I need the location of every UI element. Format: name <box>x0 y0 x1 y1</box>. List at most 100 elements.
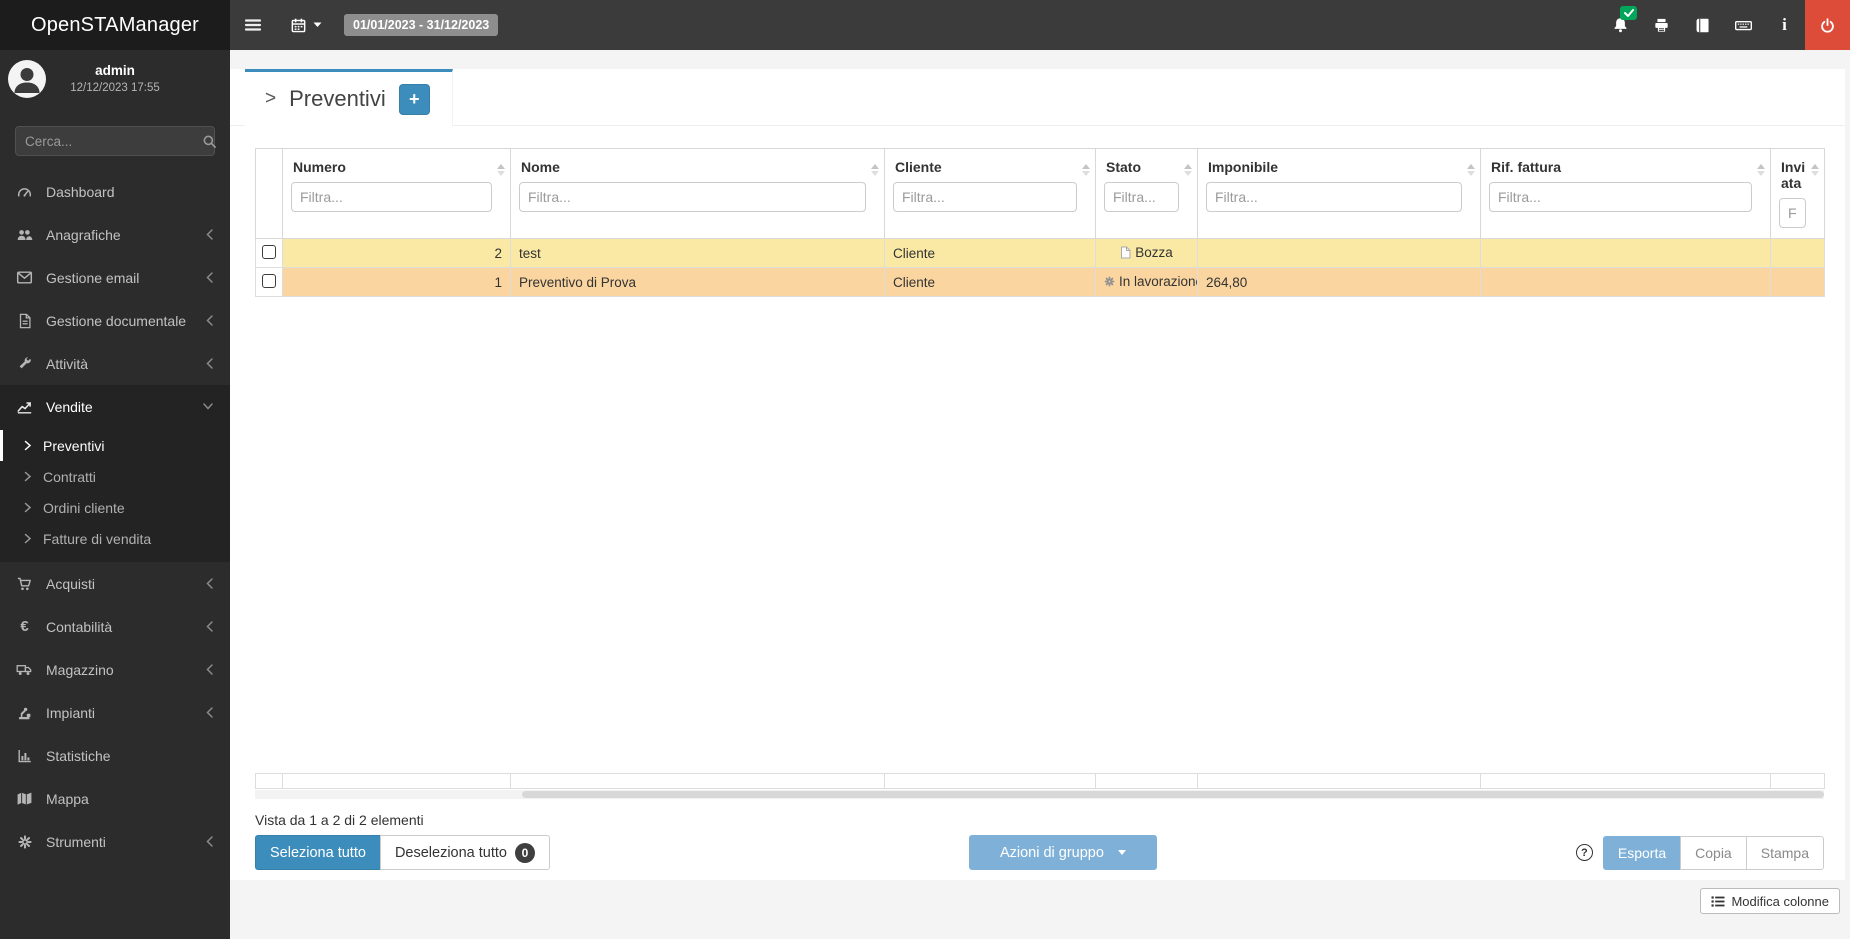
export-controls: ? Esporta Copia Stampa <box>1575 835 1824 870</box>
chevron-left-icon <box>205 271 214 284</box>
sidebar: admin 12/12/2023 17:55 Dashboard Anagraf… <box>0 50 230 939</box>
envelope-icon <box>16 270 33 285</box>
chart-line-icon <box>16 399 33 414</box>
help-icon[interactable]: ? <box>1575 844 1593 861</box>
preventivi-card: > Preventivi + Numero <box>230 69 1845 880</box>
column-header-numero[interactable]: Numero <box>282 147 511 240</box>
euro-icon: € <box>20 618 29 635</box>
sidebar-item-mappa[interactable]: Mappa <box>0 777 230 820</box>
docs-button[interactable] <box>1682 0 1723 50</box>
sort-arrows-icon <box>1757 164 1765 176</box>
selection-buttons: Seleziona tutto Deseleziona tutto 0 <box>255 835 550 870</box>
sidebar-item-acquisti[interactable]: Acquisti <box>0 562 230 605</box>
column-header-imponibile[interactable]: Imponibile <box>1197 147 1481 240</box>
row-checkbox[interactable] <box>262 244 276 259</box>
preventivi-table: Numero Nome Cliente <box>255 147 1825 298</box>
navbar-main: 01/01/2023 - 31/12/2023 <box>230 0 1850 50</box>
table-footer-row <box>255 773 1825 789</box>
select-all-button[interactable]: Seleziona tutto <box>255 835 381 870</box>
robot-arm-icon <box>16 705 33 721</box>
sidebar-item-statistiche[interactable]: Statistiche <box>0 734 230 777</box>
chevron-left-icon <box>205 663 214 676</box>
row-checkbox[interactable] <box>262 273 276 288</box>
column-header-cliente[interactable]: Cliente <box>884 147 1096 240</box>
chevron-right-icon <box>24 471 32 482</box>
group-actions-button[interactable]: Azioni di gruppo <box>968 835 1157 870</box>
search-icon[interactable] <box>202 134 217 149</box>
date-range-badge[interactable]: 01/01/2023 - 31/12/2023 <box>344 14 499 36</box>
column-header-inviata[interactable]: Inviata <box>1770 147 1825 240</box>
sidebar-subitem-contratti[interactable]: Contratti <box>0 461 230 492</box>
columns-list-icon <box>1711 895 1725 908</box>
sidebar-item-gestione-email[interactable]: Gestione email <box>0 256 230 299</box>
sidebar-item-impianti[interactable]: Impianti <box>0 691 230 734</box>
column-header-stato[interactable]: Stato <box>1095 147 1198 240</box>
sidebar-subitem-ordini-cliente[interactable]: Ordini cliente <box>0 492 230 523</box>
users-icon <box>16 227 33 243</box>
bar-chart-icon <box>16 748 33 764</box>
chevron-left-icon <box>205 357 214 370</box>
sidebar-item-dashboard[interactable]: Dashboard <box>0 170 230 213</box>
page-title[interactable]: Preventivi <box>289 86 386 111</box>
checkbox-column-header <box>255 147 283 240</box>
edit-columns-button[interactable]: Modifica colonne <box>1700 888 1840 914</box>
table-row[interactable]: 1 Preventivo di Prova Cliente In lavoraz… <box>255 267 1825 298</box>
sidebar-subitem-fatture-di-vendita[interactable]: Fatture di vendita <box>0 523 230 554</box>
filter-input-cliente[interactable] <box>893 182 1077 213</box>
gear-icon <box>16 834 33 850</box>
filter-input-numero[interactable] <box>291 182 492 213</box>
selected-count-badge: 0 <box>514 842 535 863</box>
print-button-table[interactable]: Stampa <box>1745 835 1824 870</box>
sort-arrows-icon <box>497 164 505 176</box>
sort-arrows-icon <box>871 164 879 176</box>
copy-button[interactable]: Copia <box>1680 835 1747 870</box>
app-brand: OpenSTAManager <box>0 0 230 50</box>
sidebar-toggle-button[interactable] <box>230 0 276 50</box>
sort-arrows-icon <box>1811 164 1819 176</box>
deselect-all-button[interactable]: Deseleziona tutto 0 <box>379 835 550 870</box>
chevron-left-icon <box>205 314 214 327</box>
updates-ok-badge <box>1620 6 1637 20</box>
sidebar-item-magazzino[interactable]: Magazzino <box>0 648 230 691</box>
vendite-submenu: Preventivi Contratti Ordini cliente Fatt… <box>0 428 230 562</box>
sidebar-item-gestione-documentale[interactable]: Gestione documentale <box>0 299 230 342</box>
chevron-left-icon <box>205 835 214 848</box>
sidebar-item-strumenti[interactable]: Strumenti <box>0 820 230 863</box>
filter-input-stato[interactable] <box>1104 182 1179 213</box>
scrollbar-thumb[interactable] <box>521 791 1824 798</box>
table-empty-space <box>255 297 1824 773</box>
chevron-down-icon <box>202 402 214 411</box>
export-button[interactable]: Esporta <box>1602 835 1682 870</box>
truck-icon <box>16 662 33 677</box>
filter-input-nome[interactable] <box>519 182 866 213</box>
table-row[interactable]: 2 test Cliente Bozza <box>255 238 1825 269</box>
sidebar-item-attivita[interactable]: Attività <box>0 342 230 385</box>
document-icon <box>16 313 33 329</box>
sidebar-item-vendite[interactable]: Vendite <box>0 385 230 428</box>
caret-down-icon <box>1117 850 1126 855</box>
info-button[interactable]: i <box>1764 0 1805 50</box>
horizontal-scrollbar[interactable] <box>255 790 1824 799</box>
sidebar-item-contabilita[interactable]: € Contabilità <box>0 605 230 648</box>
keyboard-icon <box>1734 17 1753 34</box>
column-header-rif-fattura[interactable]: Rif. fattura <box>1480 147 1771 240</box>
filter-input-inviata[interactable] <box>1779 198 1806 229</box>
sidebar-item-anagrafiche[interactable]: Anagrafiche <box>0 213 230 256</box>
sort-arrows-icon <box>1184 164 1192 176</box>
print-button[interactable] <box>1641 0 1682 50</box>
shortcuts-button[interactable] <box>1723 0 1764 50</box>
notifications-button[interactable] <box>1600 0 1641 50</box>
sidebar-subitem-preventivi[interactable]: Preventivi <box>0 430 230 461</box>
period-picker-button[interactable] <box>276 0 336 50</box>
file-icon <box>1120 246 1131 259</box>
search-input[interactable] <box>25 133 202 149</box>
chevron-left-icon <box>205 706 214 719</box>
filter-input-imponibile[interactable] <box>1206 182 1462 213</box>
chevron-left-icon <box>205 577 214 590</box>
logout-button[interactable] <box>1805 0 1850 50</box>
add-preventivo-button[interactable]: + <box>398 83 430 115</box>
sidebar-menu: Dashboard Anagrafiche Gestione email Ges… <box>0 170 230 863</box>
column-header-nome[interactable]: Nome <box>510 147 885 240</box>
filter-input-rif-fattura[interactable] <box>1489 182 1752 213</box>
sidebar-search <box>15 126 217 156</box>
